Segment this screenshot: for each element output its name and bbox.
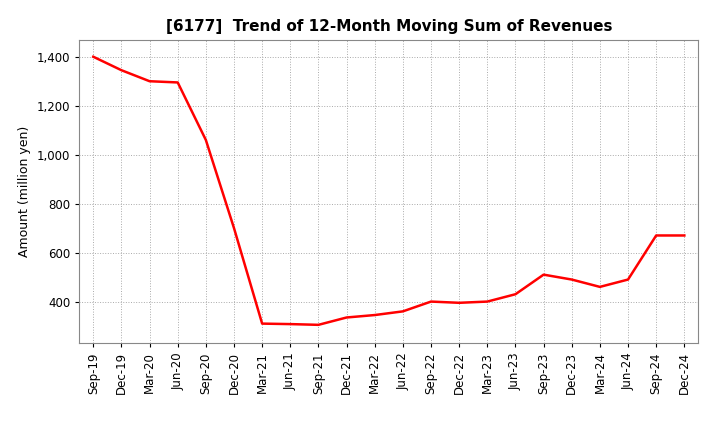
Y-axis label: Amount (million yen): Amount (million yen) bbox=[18, 126, 31, 257]
Title: [6177]  Trend of 12-Month Moving Sum of Revenues: [6177] Trend of 12-Month Moving Sum of R… bbox=[166, 19, 612, 34]
